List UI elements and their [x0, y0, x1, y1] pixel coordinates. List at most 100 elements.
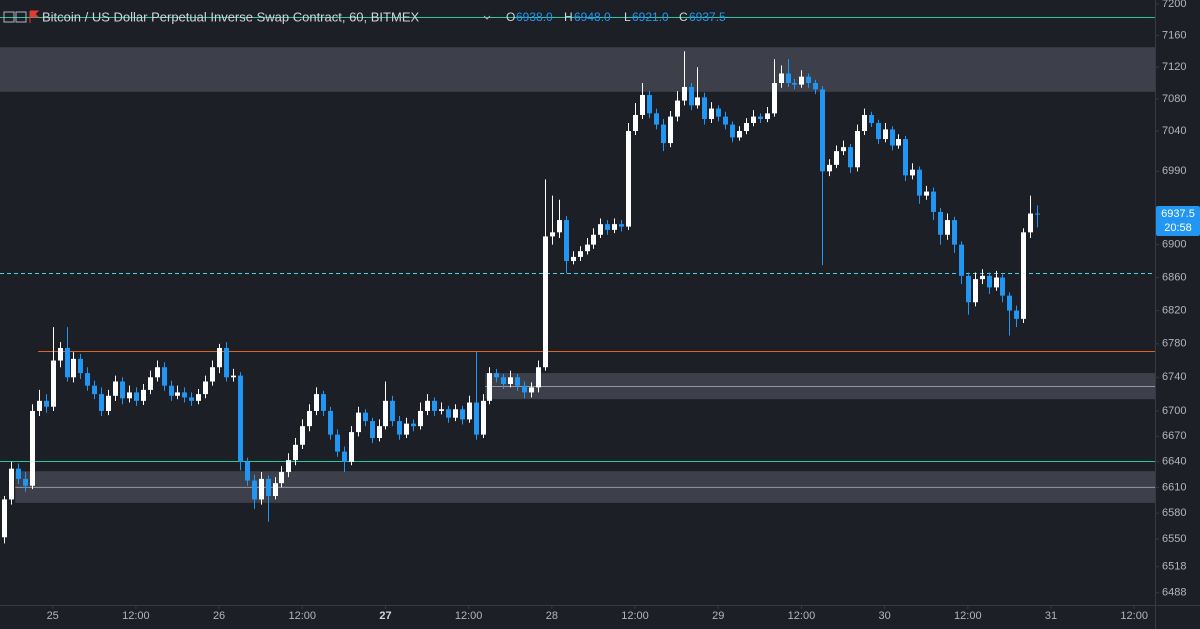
candle-body — [695, 97, 700, 106]
candle-body — [106, 395, 111, 411]
legend-key: H — [564, 10, 573, 24]
x-tick-label: 25 — [47, 610, 59, 622]
y-tick-label: 6640 — [1162, 456, 1186, 468]
x-tick-label: 12:00 — [621, 610, 649, 622]
x-tick-label: 12:00 — [954, 610, 982, 622]
candle-body — [231, 375, 236, 378]
candle-body — [508, 377, 513, 385]
candle-body — [175, 392, 180, 396]
candle-body — [293, 444, 298, 461]
candle-body — [252, 480, 257, 500]
x-tick-label: 26 — [213, 610, 225, 622]
candle-body — [598, 224, 603, 235]
candle-body — [169, 385, 174, 396]
x-tick-label: 12:00 — [1120, 610, 1148, 622]
header: Bitcoin / US Dollar Perpetual Inverse Sw… — [3, 9, 726, 24]
candle-body — [397, 421, 402, 435]
x-tick-label: 12:00 — [122, 610, 150, 622]
candle-body — [640, 94, 645, 115]
candle-body — [44, 400, 49, 407]
candle-body — [238, 375, 243, 462]
candle-body — [162, 367, 167, 386]
candle-body — [342, 451, 347, 462]
candle-body — [564, 220, 569, 262]
candle-body — [668, 116, 673, 144]
candle-body — [314, 394, 319, 411]
candle-body — [224, 347, 229, 378]
candle-body — [279, 472, 284, 484]
candle-body — [85, 373, 90, 386]
candle-body — [702, 97, 707, 119]
candle-body — [987, 275, 992, 288]
y-tick-label: 7200 — [1162, 0, 1186, 10]
y-tick-label: 6990 — [1162, 165, 1186, 177]
icon[interactable] — [3, 11, 15, 23]
candle-body — [23, 478, 28, 486]
candle-body — [487, 373, 492, 401]
dropdown-icon[interactable] — [483, 15, 491, 20]
x-tick-label: 31 — [1045, 610, 1057, 622]
flag-icon[interactable] — [29, 10, 40, 23]
candle-body — [120, 381, 125, 399]
y-tick-label: 6670 — [1162, 430, 1186, 442]
candle-body — [460, 409, 465, 420]
candle-body — [245, 461, 250, 481]
candle-body — [675, 100, 680, 117]
candle-body — [474, 402, 479, 435]
symbol-title[interactable]: Bitcoin / US Dollar Perpetual Inverse Sw… — [42, 9, 419, 24]
candle-body — [827, 164, 832, 172]
candle-body — [377, 426, 382, 439]
candle-body — [404, 423, 409, 435]
candle-body — [321, 394, 326, 411]
candle-body — [9, 468, 14, 500]
candle-body — [869, 114, 874, 123]
candle-body — [917, 169, 922, 196]
y-tick-label: 6820 — [1162, 304, 1186, 316]
candle-body — [390, 400, 395, 422]
candle-body — [481, 400, 486, 435]
candle-body — [536, 367, 541, 388]
candle-body — [591, 234, 596, 245]
candle-body — [529, 387, 534, 393]
candle-body — [273, 483, 278, 496]
candle-body — [834, 151, 839, 165]
candle-body — [189, 397, 194, 401]
candle-body — [210, 367, 215, 382]
candle-body — [65, 347, 70, 378]
candle-body — [411, 423, 416, 427]
candle-body — [30, 410, 35, 486]
candle-body — [619, 224, 624, 227]
y-tick-label: 6900 — [1162, 239, 1186, 251]
candle-body — [501, 377, 506, 385]
y-tick-label: 6740 — [1162, 371, 1186, 383]
y-tick-label: 6580 — [1162, 507, 1186, 519]
candle-body — [92, 385, 97, 395]
candle-body — [182, 392, 187, 398]
candle-body — [841, 147, 846, 152]
candle-body — [959, 244, 964, 276]
candle-body — [890, 129, 895, 146]
candle-body — [1007, 295, 1012, 311]
candle-body — [855, 131, 860, 168]
x-tick-label: 30 — [878, 610, 890, 622]
candle-body — [2, 499, 7, 538]
candle-body — [945, 220, 950, 235]
y-tick-label: 7080 — [1162, 93, 1186, 105]
icon[interactable] — [15, 11, 27, 23]
candle-body — [363, 412, 368, 422]
candle-body — [515, 377, 520, 386]
candle-body — [196, 394, 201, 401]
candle-body — [425, 400, 430, 411]
candle-body — [647, 94, 652, 114]
candle-body — [903, 139, 908, 176]
candle-body — [862, 114, 867, 132]
candle-body — [328, 410, 333, 435]
candle-body — [799, 76, 804, 85]
candle-body — [522, 385, 527, 393]
candle-body — [772, 83, 777, 114]
y-tick-label: 6860 — [1162, 271, 1186, 283]
y-tick-label: 6700 — [1162, 405, 1186, 417]
x-tick-label: 28 — [546, 610, 558, 622]
candle-body — [439, 409, 444, 411]
